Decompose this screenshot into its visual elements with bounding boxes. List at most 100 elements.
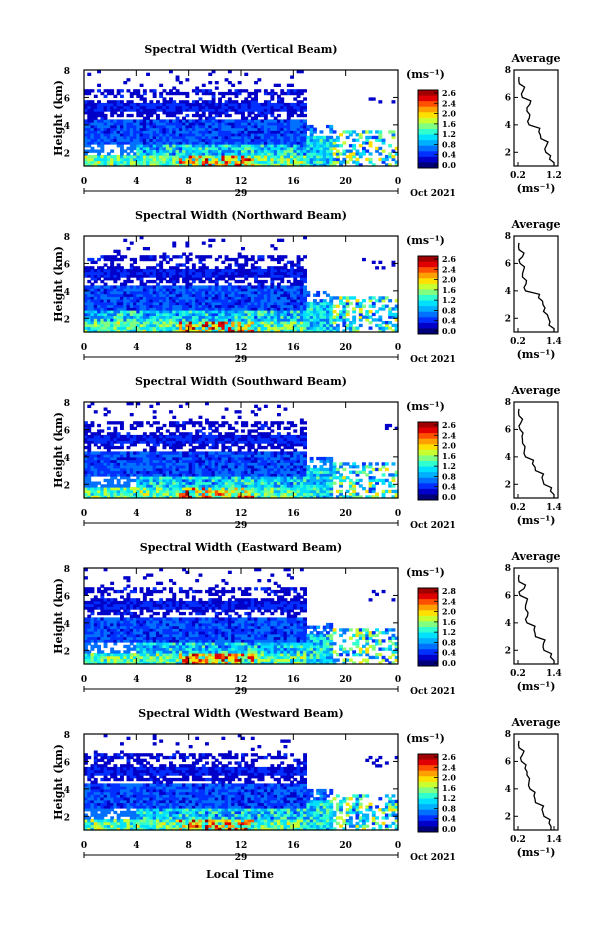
- x-tick-label: 4: [133, 509, 139, 519]
- x-tick-label: 8: [186, 675, 192, 685]
- colorbar-swatch: [418, 106, 438, 113]
- colorbar-swatch: [418, 112, 438, 119]
- x-tick-label: 20: [339, 675, 352, 685]
- colorbar-swatch: [418, 781, 438, 788]
- x-tick-label: 0: [395, 509, 401, 519]
- colorbar-swatch: [418, 604, 438, 611]
- average-xlabel: (ms⁻¹): [517, 182, 556, 195]
- average-x-tick-label: 0.2: [510, 337, 526, 347]
- colorbar-swatch: [418, 306, 438, 313]
- colorbar-swatch: [418, 134, 438, 141]
- colorbar-swatch: [418, 256, 438, 263]
- colorbar-frame: [417, 89, 439, 169]
- colorbar-tick-label: 1.2: [442, 295, 456, 305]
- colorbar-swatch: [418, 444, 438, 451]
- colorbar-swatch: [418, 643, 438, 650]
- x-tick-label: 8: [186, 841, 192, 851]
- colorbar-tick-label: 0.0: [442, 824, 456, 834]
- average-frame: [513, 567, 559, 665]
- average-y-tick-label: 2: [505, 480, 511, 490]
- colorbar-units: (ms⁻¹): [406, 68, 445, 81]
- average-y-tick-label: 4: [505, 453, 511, 463]
- average-y-tick-label: 4: [505, 287, 511, 297]
- colorbar-swatch: [418, 140, 438, 147]
- colorbar-swatch: [418, 261, 438, 268]
- x-tick-label: 0: [395, 343, 401, 353]
- panel-title: Spectral Width (Southward Beam): [135, 375, 347, 388]
- colorbar-swatch: [418, 272, 438, 279]
- average-y-tick-label: 2: [505, 646, 511, 656]
- colorbar-tick-label: 2.4: [442, 596, 456, 606]
- colorbar-swatch: [418, 162, 438, 169]
- x-tick-label: 20: [339, 841, 352, 851]
- average-x-tick-label: 0.2: [510, 835, 526, 845]
- colorbar-swatch: [418, 787, 438, 794]
- average-y-tick-label: 6: [505, 591, 511, 601]
- average-x-tick-label: 0.2: [510, 171, 526, 181]
- average-y-tick-label: 6: [505, 93, 511, 103]
- colorbar-tick-label: 0.0: [442, 658, 456, 668]
- colorbar-tick-label: 2.6: [442, 88, 456, 98]
- colorbar-tick-label: 2.6: [442, 420, 456, 430]
- x-tick-label: 20: [339, 343, 352, 353]
- day-label: 29: [235, 189, 248, 199]
- x-tick-label: 8: [186, 177, 192, 187]
- y-tick-label: 2: [64, 481, 70, 491]
- average-y-tick-label: 6: [505, 259, 511, 269]
- y-axis-label: Height (km): [52, 246, 65, 322]
- x-tick-label: 12: [235, 675, 248, 685]
- colorbar-swatch: [418, 433, 438, 440]
- x-tick-label: 16: [287, 343, 300, 353]
- colorbar-swatch: [418, 300, 438, 307]
- average-profile-line: [517, 242, 555, 332]
- average-x-tick-label: 1.4: [546, 337, 562, 347]
- colorbar-swatch: [418, 461, 438, 468]
- colorbar-swatch: [418, 649, 438, 656]
- colorbar-swatch: [418, 283, 438, 290]
- shared-xlabel: Local Time: [206, 868, 274, 881]
- colorbar-swatch: [418, 488, 438, 495]
- y-tick-label: 8: [64, 731, 70, 741]
- colorbar-tick-label: 0.4: [442, 150, 456, 160]
- colorbar-swatch: [418, 765, 438, 772]
- colorbar-swatch: [418, 599, 438, 606]
- colorbar-swatch: [418, 123, 438, 130]
- x-tick-label: 20: [339, 177, 352, 187]
- colorbar-units: (ms⁻¹): [406, 566, 445, 579]
- y-tick-label: 2: [64, 813, 70, 823]
- date-label: Oct 2021: [410, 189, 456, 199]
- colorbar-tick-label: 2.0: [442, 109, 456, 119]
- y-tick-label: 2: [64, 647, 70, 657]
- colorbar-tick-label: 2.0: [442, 275, 456, 285]
- average-y-tick-label: 6: [505, 425, 511, 435]
- x-tick-label: 12: [235, 509, 248, 519]
- colorbar-swatch: [418, 754, 438, 761]
- colorbar-swatch: [418, 438, 438, 445]
- x-tick-label: 4: [133, 675, 139, 685]
- x-tick-label: 4: [133, 343, 139, 353]
- x-tick-label: 0: [81, 509, 87, 519]
- date-label: Oct 2021: [410, 687, 456, 697]
- average-y-tick-label: 2: [505, 148, 511, 158]
- day-label: 29: [235, 853, 248, 863]
- colorbar-tick-label: 0.8: [442, 803, 456, 813]
- average-x-tick-label: 1.4: [546, 669, 562, 679]
- colorbar-tick-label: 1.6: [442, 451, 456, 461]
- colorbar-swatch: [418, 311, 438, 318]
- colorbar-tick-label: 2.4: [442, 430, 456, 440]
- colorbar-tick-label: 1.2: [442, 627, 456, 637]
- y-tick-label: 6: [64, 592, 70, 602]
- y-tick-label: 4: [64, 454, 70, 464]
- x-tick-label: 0: [81, 343, 87, 353]
- colorbar-tick-label: 2.6: [442, 254, 456, 264]
- y-tick-label: 6: [64, 758, 70, 768]
- heatmap-cells: [84, 568, 399, 665]
- colorbar-swatch: [418, 621, 438, 628]
- heatmap-cells: [84, 236, 399, 333]
- x-tick-label: 12: [235, 343, 248, 353]
- average-y-tick-label: 4: [505, 785, 511, 795]
- colorbar-units: (ms⁻¹): [406, 400, 445, 413]
- y-tick-label: 8: [64, 67, 70, 77]
- average-frame: [513, 401, 559, 499]
- y-tick-label: 6: [64, 260, 70, 270]
